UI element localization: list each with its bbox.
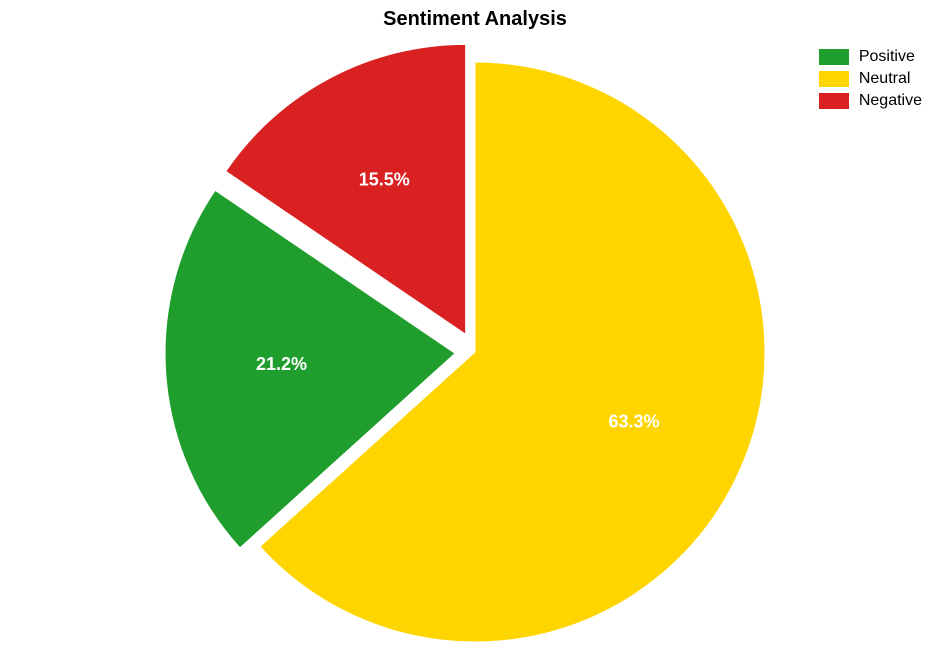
legend-item-negative: Negative (819, 92, 922, 110)
legend-label-positive: Positive (859, 48, 915, 66)
legend-item-neutral: Neutral (819, 70, 922, 88)
pie-slice-label-positive: 21.2% (256, 354, 307, 374)
legend: Positive Neutral Negative (819, 48, 922, 114)
legend-item-positive: Positive (819, 48, 922, 66)
pie-slice-label-neutral: 63.3% (609, 411, 660, 431)
legend-label-neutral: Neutral (859, 70, 911, 88)
legend-label-negative: Negative (859, 92, 922, 110)
legend-swatch-positive (819, 49, 849, 65)
legend-swatch-negative (819, 93, 849, 109)
sentiment-pie-chart: Sentiment Analysis 63.3%21.2%15.5% Posit… (0, 0, 950, 662)
pie-slice-label-negative: 15.5% (359, 169, 410, 189)
pie-svg: 63.3% 21.2% 15.5% (0, 0, 950, 662)
legend-swatch-neutral (819, 71, 849, 87)
